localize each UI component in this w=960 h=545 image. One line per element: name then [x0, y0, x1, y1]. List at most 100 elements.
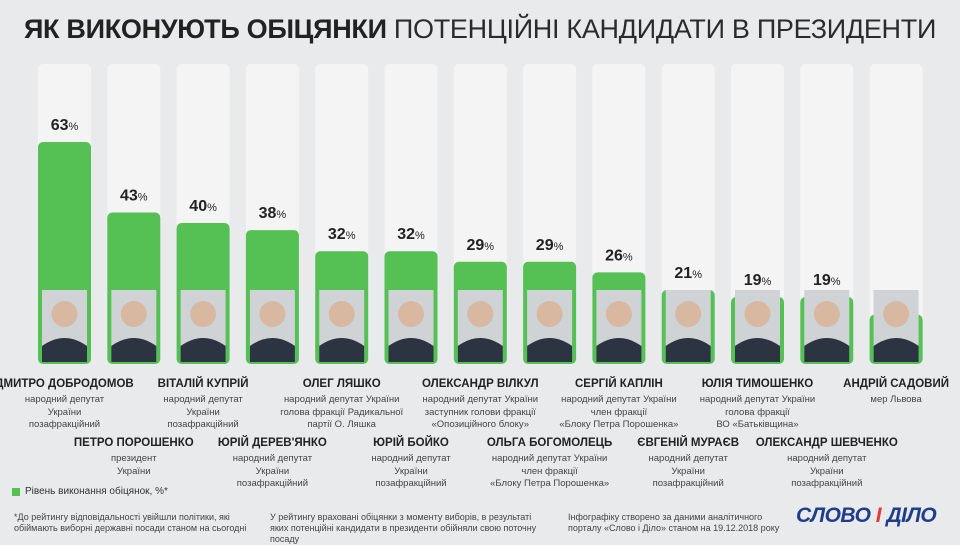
portrait-head: [605, 301, 632, 327]
value-unit: %: [623, 251, 633, 263]
value-unit: %: [484, 241, 494, 253]
logo-part-2: ДІЛО: [886, 504, 937, 527]
bar-value-label: 40%: [189, 198, 217, 215]
portrait-body: [735, 338, 780, 362]
portrait-head: [467, 301, 494, 327]
value-unit: %: [69, 121, 79, 133]
value-number: 43: [120, 187, 138, 204]
bar-value-label: 19%: [744, 272, 772, 289]
portrait-body: [873, 338, 919, 362]
title-bold: ЯК ВИКОНУЮТЬ ОБІЦЯНКИ: [23, 14, 387, 44]
portrait-body: [42, 338, 87, 362]
bar-chart: 63%43%40%38%32%32%29%29%26%21%19%19%14%: [38, 64, 923, 364]
value-number: 38: [259, 205, 277, 222]
value-unit: %: [554, 241, 564, 253]
value-unit: %: [138, 191, 148, 203]
bar-value-label: 32%: [397, 226, 425, 243]
portrait-body: [457, 338, 503, 362]
candidate-name: ЮЛІЯ ТИМОШЕНКО: [701, 378, 814, 390]
candidate-name: ВІТАЛІЙ КУПРІЙ: [157, 378, 249, 390]
candidate-description: народний депутат України голова фракції …: [280, 394, 404, 430]
portrait-body: [180, 338, 226, 362]
value-unit: %: [346, 230, 356, 242]
bar-value-label: 29%: [536, 237, 564, 254]
candidate-description: народний депутат України член фракції «Б…: [490, 453, 610, 489]
value-number: 26: [605, 247, 623, 264]
portrait-body: [527, 338, 573, 362]
bar-value-label: 21%: [674, 265, 702, 282]
candidate-description: народний депутат України позафракційний: [787, 453, 867, 489]
bar-value-label: 32%: [328, 226, 356, 243]
value-number: 19: [813, 272, 831, 289]
candidate-name: ОЛЕКСАНДР ШЕВЧЕНКО: [755, 437, 898, 449]
portrait-body: [388, 338, 434, 362]
portrait-body: [111, 338, 157, 362]
bar-value-label: 26%: [605, 247, 633, 264]
candidate-name: АНДРІЙ САДОВИЙ: [843, 378, 950, 390]
footer-note-2: У рейтингу враховані обіцянки з моменту …: [270, 512, 537, 544]
candidate-name: ЮРІЙ ДЕРЕВ'ЯНКО: [217, 437, 327, 449]
value-number: 32: [328, 226, 346, 243]
bar-track: [869, 64, 923, 364]
candidate-description: народний депутат України голова фракції …: [699, 394, 816, 430]
value-number: 40: [189, 198, 207, 215]
title-light: ПОТЕНЦІЙНІ КАНДИДАТИ В ПРЕЗИДЕНТИ: [393, 14, 937, 44]
value-unit: %: [415, 230, 425, 242]
logo-part-1: СЛОВО: [796, 504, 871, 527]
value-number: 32: [397, 226, 415, 243]
logo-amp: І: [875, 504, 882, 527]
value-unit: %: [207, 202, 217, 214]
candidate-description: президент України: [111, 453, 157, 477]
value-number: 29: [467, 237, 485, 254]
candidate-name: ПЕТРО ПОРОШЕНКО: [73, 437, 194, 449]
value-unit: %: [692, 269, 702, 281]
portrait-body: [804, 338, 850, 362]
candidate-name: ОЛЬГА БОГОМОЛЕЦЬ: [486, 437, 613, 449]
portrait-head: [813, 301, 840, 327]
candidate-description: народний депутат України член фракції «Б…: [559, 394, 679, 430]
portrait-body: [319, 338, 365, 362]
value-unit: %: [762, 276, 772, 288]
bar-track: [661, 64, 715, 364]
candidate-description: народний депутат України заступник голов…: [422, 394, 539, 430]
candidate-description: мер Львова: [870, 394, 922, 405]
candidate-description: народний депутат України позафракційний: [163, 394, 243, 430]
bar-value-label: 29%: [467, 237, 495, 254]
value-unit: %: [831, 276, 841, 288]
candidate-name: ОЛЕГ ЛЯШКО: [302, 378, 381, 390]
page-title: ЯК ВИКОНУЮТЬ ОБІЦЯНКИ ПОТЕНЦІЙНІ КАНДИДА…: [0, 14, 960, 45]
portrait-head: [328, 301, 355, 327]
candidate-name: ЮРІЙ БОЙКО: [373, 437, 449, 449]
footer-note-3: Інфографіку створено за даними аналітичн…: [568, 512, 780, 533]
candidate-description: народний депутат України позафракційний: [648, 453, 728, 489]
portrait-head: [675, 301, 702, 327]
portrait-body: [596, 338, 642, 362]
candidate-description: народний депутат України позафракційний: [232, 453, 313, 489]
portrait-head: [398, 301, 424, 327]
portrait-body: [665, 338, 711, 362]
bar-value-label: 19%: [813, 272, 841, 289]
bar-track: [800, 64, 854, 364]
footer-note-1: *До рейтингу відповідальності увійшли по…: [14, 512, 247, 533]
candidate-name: СЕРГІЙ КАПЛІН: [574, 378, 663, 390]
portrait-head: [536, 301, 563, 327]
legend: Рівень виконання обіцянок, %*: [12, 486, 168, 497]
value-number: 29: [536, 237, 554, 254]
value-unit: %: [276, 209, 286, 221]
bar-value-label: 63%: [51, 117, 79, 134]
brand-logo: СЛОВО І ДІЛО: [796, 504, 937, 528]
candidate-description: народний депутат України позафракційний: [24, 394, 105, 430]
candidate-name: ОЛЕКСАНДР ВІЛКУЛ: [421, 378, 539, 390]
bar-value-label: 43%: [120, 187, 148, 204]
portrait-head: [744, 301, 771, 327]
candidate-description: народний депутат України позафракційний: [371, 453, 451, 489]
candidate-name: ДМИТРО ДОБРОДОМОВ: [0, 378, 134, 390]
value-number: 63: [51, 117, 69, 134]
portrait-head: [190, 301, 217, 327]
portrait-head: [259, 301, 286, 327]
portrait-body: [249, 338, 295, 362]
candidate-name: ЄВГЕНІЙ МУРАЄВ: [637, 437, 740, 449]
legend-label: Рівень виконання обіцянок, %*: [25, 486, 168, 497]
value-number: 19: [744, 272, 762, 289]
portrait-head: [883, 301, 910, 327]
